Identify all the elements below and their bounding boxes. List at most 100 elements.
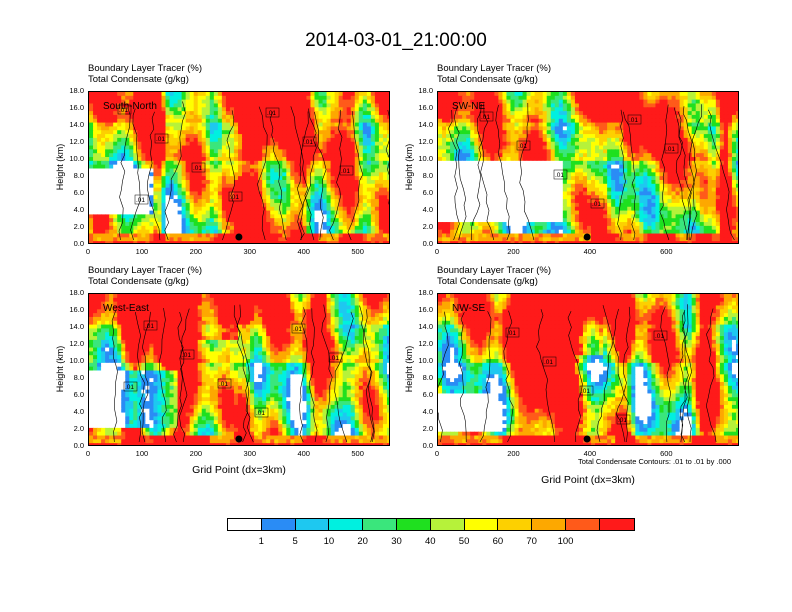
heatmap-cell [735,134,738,139]
heatmap-cell [354,149,360,154]
heatmap-cell [93,99,98,105]
heatmap-cell [358,214,364,219]
heatmap-cell [358,164,364,170]
heatmap-cell [109,225,114,231]
heatmap-cell [233,172,239,177]
heatmap-cell [735,130,738,135]
heatmap-cell [173,206,179,212]
heatmap-cell [338,107,344,112]
heatmap-cell [346,210,352,215]
heatmap-cell [314,179,320,185]
heatmap-cell [169,237,175,242]
heatmap-cell [306,222,312,227]
heatmap-cell [663,179,669,185]
heatmap-cell [687,141,693,147]
heatmap-cell [550,137,556,143]
heatmap-cell [386,187,389,193]
heatmap-cell [546,176,552,181]
heatmap-cell [695,114,701,120]
heatmap-cell [362,195,368,200]
heatmap-cell [282,122,287,128]
heatmap-cell [370,241,376,243]
heatmap-cell [109,179,114,185]
contour-line [130,108,141,241]
heatmap-cell [181,99,187,105]
heatmap-cell [442,160,447,166]
heatmap-cell [570,176,576,181]
heatmap-cell [318,202,324,208]
heatmap-cell [703,99,709,105]
heatmap-cell [582,95,588,101]
heatmap-cell [462,111,467,116]
heatmap-cell [546,141,552,147]
heatmap-cell [478,157,483,162]
heatmap-cell [627,92,632,97]
heatmap-cell [671,168,677,173]
heatmap-cell [209,225,215,231]
heatmap-cell [582,99,588,105]
heatmap-cell [639,118,644,124]
heatmap-cell [326,107,332,112]
heatmap-cell [330,172,336,177]
heatmap-cell [522,160,528,166]
heatmap-cell [554,183,560,189]
heatmap-cell [691,107,697,112]
heatmap-cell [181,191,187,196]
heatmap-cell [302,179,308,185]
heatmap-cell [338,214,344,219]
heatmap-cell [189,218,195,223]
contour-label-text: .01 [304,139,313,146]
heatmap-cell [105,99,110,105]
heatmap-cell [346,199,352,204]
heatmap-cell [101,164,106,170]
heatmap-cell [623,134,628,139]
heatmap-cell [675,187,681,193]
heatmap-cell [679,118,685,124]
heatmap-cell [101,103,106,108]
heatmap-cell [494,160,499,166]
heatmap-cell [310,95,316,101]
heatmap-cell [490,107,495,112]
heatmap-cell [290,176,295,181]
heatmap-cell [578,145,584,150]
heatmap-cell [518,137,524,143]
heatmap-cell [526,145,532,150]
heatmap-cell [679,137,685,143]
heatmap-cell [121,126,126,131]
heatmap-cell [101,111,106,116]
heatmap-cell [330,137,336,143]
heatmap-cell [366,95,372,101]
heatmap-cell [570,92,576,97]
heatmap-cell [679,107,685,112]
heatmap-cell [534,126,540,131]
heatmap-cell [101,107,106,112]
heatmap-cell [671,176,677,181]
heatmap-cell [105,225,110,231]
heatmap-cell [631,130,636,135]
heatmap-cell [574,111,580,116]
heatmap-cell [117,176,122,181]
heatmap-cell [274,172,279,177]
heatmap-cell [699,164,705,170]
heatmap-cell [631,111,636,116]
heatmap-cell [506,95,512,101]
heatmap-cell [731,176,737,181]
heatmap-cell [278,137,283,143]
heatmap-cell [262,107,267,112]
heatmap-cell [254,134,259,139]
heatmap-cell [93,225,98,231]
heatmap-cell [302,210,308,215]
heatmap-cell [117,214,122,219]
heatmap-cell [141,99,146,105]
heatmap-cell [217,199,223,204]
heatmap-cell [591,141,596,147]
heatmap-cell [647,114,653,120]
heatmap-cell [627,157,632,162]
heatmap-cell [185,168,191,173]
heatmap-cell [703,130,709,135]
heatmap-cell [450,172,455,177]
heatmap-cell [534,153,540,158]
heatmap-cell [233,229,239,235]
heatmap-cell [498,168,504,173]
heatmap-cell [290,168,295,173]
